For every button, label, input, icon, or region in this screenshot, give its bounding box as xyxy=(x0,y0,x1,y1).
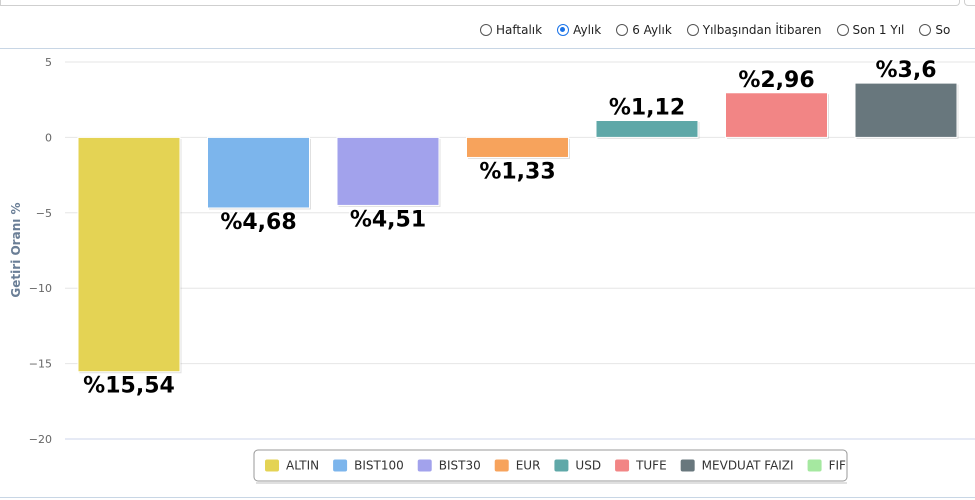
search-input[interactable] xyxy=(0,0,960,6)
legend-swatch xyxy=(680,459,695,472)
period-option-label: Yılbaşından İtibaren xyxy=(702,23,822,37)
legend-label: ALTIN xyxy=(286,459,319,473)
legend-swatch xyxy=(265,459,279,472)
legend-swatch xyxy=(807,459,822,472)
bar-eur[interactable] xyxy=(466,136,569,158)
radio-button[interactable] xyxy=(480,24,492,36)
data-label-mevduat-faizi: %3,6 xyxy=(875,58,936,83)
y-tick-label: 0 xyxy=(45,131,52,144)
y-axis-title: Getiri Oranı % xyxy=(9,202,23,297)
radio-button[interactable] xyxy=(616,24,629,36)
bar-altin[interactable] xyxy=(77,136,181,373)
period-option-last-year[interactable]: Son 1 Yıl xyxy=(836,23,905,37)
y-tick-label: −20 xyxy=(29,433,52,446)
bar-usd[interactable] xyxy=(595,120,699,138)
period-option-more[interactable]: So xyxy=(919,23,950,37)
bar-tufe[interactable] xyxy=(725,92,828,138)
legend-item-bist30[interactable]: BIST30 xyxy=(417,459,481,473)
legend-item-tufe[interactable]: TUFE xyxy=(615,459,667,473)
data-label-tufe: %2,96 xyxy=(738,68,814,93)
period-option-label: Haftalık xyxy=(496,23,543,37)
legend-item-altin[interactable]: ALTIN xyxy=(265,459,319,473)
legend-swatch xyxy=(494,459,509,472)
divider-bottom xyxy=(0,497,975,498)
legend-swatch xyxy=(615,459,630,472)
y-tick-label: −10 xyxy=(29,282,52,295)
period-option-six-months[interactable]: 6 Aylık xyxy=(616,23,672,37)
legend-shadow xyxy=(256,482,847,484)
legend-item-bist100[interactable]: BIST100 xyxy=(333,459,404,473)
legend-label: FIF xyxy=(829,459,846,473)
data-label-bist30: %4,51 xyxy=(350,207,426,232)
legend-label: MEVDUAT FAIZI xyxy=(702,459,794,473)
radio-button[interactable] xyxy=(557,24,570,36)
y-tick-label: −15 xyxy=(29,358,52,371)
period-option-label: So xyxy=(935,23,951,37)
legend-label: USD xyxy=(575,459,601,473)
period-option-label: Son 1 Yıl xyxy=(852,23,905,37)
legend-label: BIST30 xyxy=(439,459,481,473)
period-option-label: 6 Aylık xyxy=(632,23,672,37)
bar-mevduat-faizi[interactable] xyxy=(854,82,958,138)
radio-button[interactable] xyxy=(836,24,849,36)
period-selector: Haftalık Aylık 6 Aylık Yılbaşından İtibaren… xyxy=(480,20,965,40)
radio-button[interactable] xyxy=(686,24,699,36)
period-option-monthly[interactable]: Aylık xyxy=(557,23,601,37)
legend-swatch xyxy=(333,459,348,472)
legend-label: BIST100 xyxy=(354,459,404,473)
y-tick-label: 5 xyxy=(45,56,52,69)
period-option-weekly[interactable]: Haftalık xyxy=(480,23,542,37)
data-label-altin: %15,54 xyxy=(83,374,175,399)
legend-box xyxy=(253,449,848,482)
secondary-input[interactable] xyxy=(964,0,975,6)
legend-swatch xyxy=(554,459,569,472)
legend-label: TUFE xyxy=(635,459,667,473)
data-label-eur: %1,33 xyxy=(479,159,555,184)
legend-label: EUR xyxy=(516,459,541,473)
legend-item-usd[interactable]: USD xyxy=(554,459,601,473)
period-option-year-to-date[interactable]: Yılbaşından İtibaren xyxy=(686,23,822,37)
data-label-bist100: %4,68 xyxy=(220,210,296,235)
period-option-label: Aylık xyxy=(573,23,602,37)
y-tick-label: −5 xyxy=(36,207,52,220)
legend-swatch xyxy=(417,459,432,472)
legend-item-fif[interactable]: FIF xyxy=(807,459,846,473)
legend-item-eur[interactable]: EUR xyxy=(494,459,541,473)
legend-item-mevduat-faizi[interactable]: MEVDUAT FAIZI xyxy=(680,459,794,473)
bar-bist100[interactable] xyxy=(207,136,310,209)
radio-button[interactable] xyxy=(919,24,932,36)
divider-top xyxy=(0,48,975,49)
bar-bist30[interactable] xyxy=(336,136,440,206)
data-label-usd: %1,12 xyxy=(609,96,685,121)
